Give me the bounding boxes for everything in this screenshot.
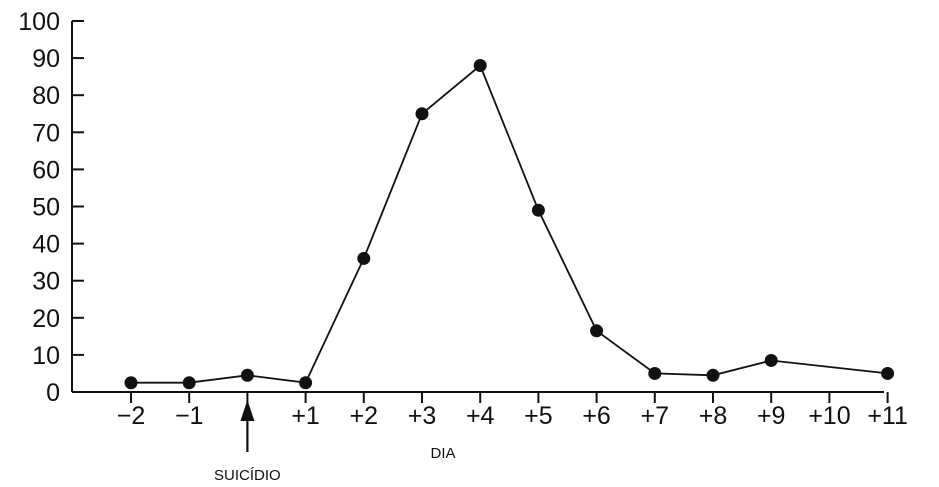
x-tick-label: +4 [466, 402, 495, 430]
y-tick-label: 70 [32, 119, 60, 147]
x-axis: −2 −1 +1 +2 +3 +4 +5 +6 +7 +8 +9 +10 +11 [72, 391, 908, 430]
data-point [124, 376, 138, 390]
data-point [531, 203, 545, 217]
y-tick-label: 0 [46, 379, 60, 407]
data-point [881, 366, 895, 380]
suicide-annotation: SUICÍDIO [214, 400, 281, 484]
x-tick-label: +9 [757, 402, 786, 430]
data-point [764, 353, 778, 367]
y-axis: 0 10 20 30 40 50 60 70 80 90 100 [18, 8, 84, 407]
annotation-arrow-head [240, 400, 255, 421]
y-tick-label: 90 [32, 45, 60, 73]
x-tick-label: +2 [350, 402, 379, 430]
x-tick-label: +8 [699, 402, 728, 430]
x-tick-label: +7 [641, 402, 670, 430]
data-point [182, 376, 196, 390]
data-series [124, 59, 895, 390]
data-point [299, 376, 313, 390]
y-tick-label: 40 [32, 231, 60, 259]
data-point [648, 366, 662, 380]
annotation-label: SUICÍDIO [214, 467, 281, 484]
x-tick-label: +3 [408, 402, 437, 430]
y-tick-label: 30 [32, 268, 60, 296]
data-point [706, 368, 720, 382]
data-point [473, 59, 487, 73]
x-tick-label: +1 [291, 402, 320, 430]
x-tick-label: −1 [175, 402, 204, 430]
x-tick-label: +6 [582, 402, 611, 430]
y-tick-label: 10 [32, 342, 60, 370]
y-tick-label: 80 [32, 82, 60, 110]
data-point [590, 324, 604, 338]
data-point [357, 251, 371, 265]
data-point [240, 368, 254, 382]
x-tick-label: −2 [117, 402, 146, 430]
y-tick-label: 20 [32, 305, 60, 333]
x-tick-label: +5 [524, 402, 553, 430]
series-line [131, 64, 888, 384]
data-point [415, 107, 429, 121]
y-tick-label: 50 [32, 194, 60, 222]
x-tick-label: +10 [808, 402, 850, 430]
x-tick-label: +11 [867, 402, 908, 430]
y-tick-label: 60 [32, 156, 60, 184]
x-axis-title: DIA [430, 445, 455, 462]
y-tick-label: 100 [18, 8, 60, 36]
